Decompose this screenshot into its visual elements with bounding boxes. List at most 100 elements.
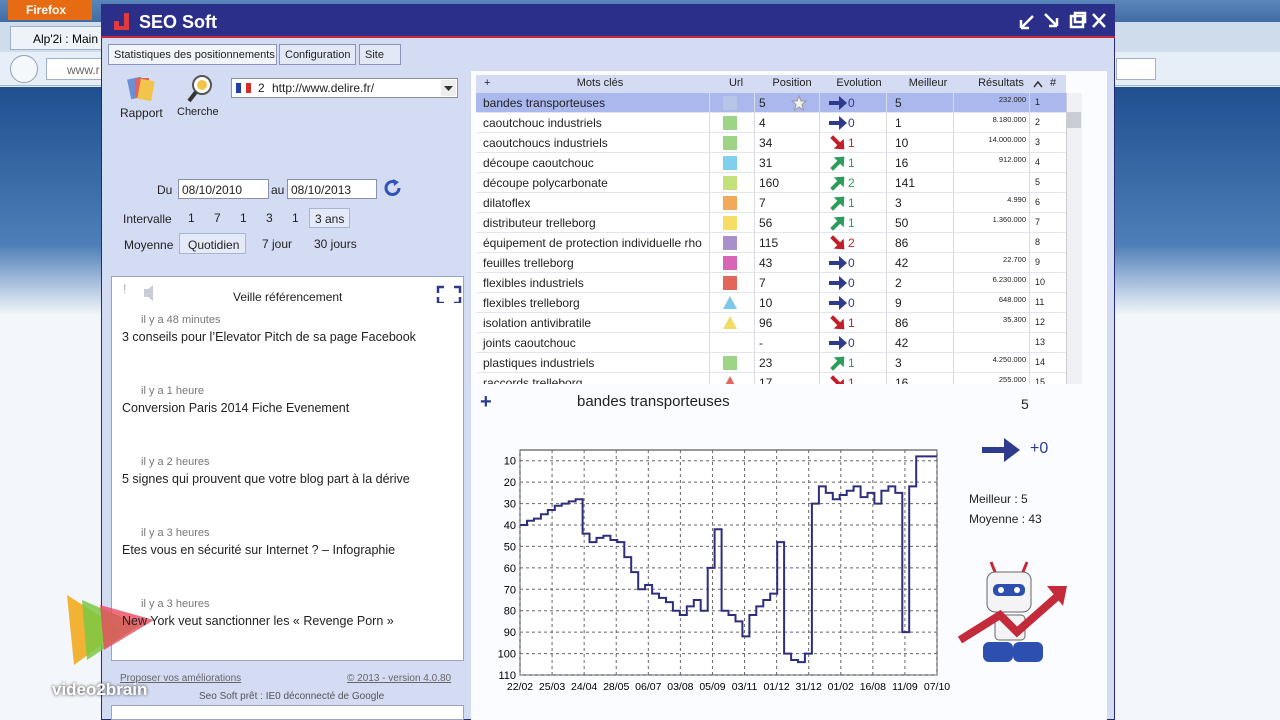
cell-border	[819, 353, 820, 373]
evolution-cell: 1	[848, 196, 855, 210]
search-box[interactable]	[1116, 58, 1156, 80]
column-header[interactable]: Meilleur	[908, 77, 948, 89]
table-row[interactable]: découpe polycarbonate 160 2 141 5	[476, 173, 1066, 193]
x-tick-label: 22/02	[507, 681, 533, 693]
news-panel	[111, 276, 464, 661]
suggest-link[interactable]: Proposer vos améliorations	[120, 673, 242, 684]
interval-option[interactable]: 1	[188, 211, 195, 225]
x-tick-label: 16/08	[860, 681, 886, 693]
cell-border	[886, 293, 887, 313]
rank-cell: 10	[1035, 277, 1046, 287]
scroll-thumb[interactable]	[1067, 112, 1081, 128]
column-header[interactable]: Résultats	[978, 77, 1024, 89]
results-cell: 648.000	[998, 295, 1026, 304]
results-cell: 35.300	[1003, 315, 1026, 324]
best-cell: 3	[895, 196, 902, 210]
news-headline[interactable]: Etes vous en sécurité sur Internet ? – I…	[122, 543, 396, 557]
cell-border	[886, 333, 887, 353]
table-row[interactable]: découpe caoutchouc 31 1 16 912.000 4	[476, 153, 1066, 173]
y-tick-label: 40	[504, 520, 516, 532]
column-header[interactable]: Url	[728, 77, 744, 89]
rapport-icon[interactable]	[126, 74, 156, 104]
trend-arrow	[829, 256, 847, 270]
cell-border	[886, 273, 887, 293]
cell-border	[754, 213, 755, 233]
cell-border	[819, 293, 820, 313]
browser-tab[interactable]: Alp'2i : Main	[10, 26, 102, 50]
x-tick-label: 11/09	[892, 681, 918, 693]
y-tick-label: 50	[504, 541, 516, 553]
results-cell: 232.000	[998, 95, 1026, 104]
address-bar[interactable]: www.r	[46, 58, 106, 80]
dropdown-arrow[interactable]	[441, 80, 456, 96]
table-row[interactable]: caoutchoucs industriels 34 1 10 14.000.000 3	[476, 133, 1066, 153]
table-row[interactable]: distributeur trelleborg 56 1 50 1.360.000 7	[476, 213, 1066, 233]
news-time: il y a 2 heures	[141, 456, 210, 468]
rank-cell: 13	[1035, 337, 1046, 347]
x-tick-label: 06/07	[635, 681, 661, 693]
average-option[interactable]: 7 jour	[262, 237, 293, 251]
y-tick-label: 90	[504, 627, 516, 639]
trend-arrow	[830, 356, 845, 371]
table-row[interactable]: joints caoutchouc - 0 42 13	[476, 333, 1066, 353]
rapport-label[interactable]: Rapport	[120, 106, 163, 120]
results-cell: 255.000	[998, 375, 1026, 384]
column-header[interactable]: #	[1050, 77, 1057, 89]
table-row[interactable]: feuilles trelleborg 43 0 42 22.700 9	[476, 253, 1066, 273]
average-option[interactable]: 30 jours	[314, 237, 357, 251]
news-headline[interactable]: 3 conseils pour l’Elevator Pitch de sa p…	[122, 330, 416, 344]
cherche-icon[interactable]	[186, 74, 216, 104]
column-header[interactable]: Evolution	[836, 77, 882, 89]
detail-add[interactable]: +	[480, 391, 492, 413]
url-marker	[723, 176, 737, 190]
table-scrollbar[interactable]	[1066, 93, 1082, 384]
table-row[interactable]: flexibles trelleborg 10 0 9 648.000 11	[476, 293, 1066, 313]
cell-border	[886, 193, 887, 213]
cell-border	[953, 353, 954, 373]
cell-border	[819, 253, 820, 273]
news-headline[interactable]: New York veut sanctionner les « Revenge …	[122, 614, 394, 628]
table-row[interactable]: bandes transporteuses 5 0 5 232.000 1	[476, 93, 1066, 113]
cell-border	[709, 253, 710, 273]
firefox-button[interactable]: Firefox	[8, 0, 92, 20]
news-title: Veille référencement	[233, 290, 343, 304]
table-row[interactable]: dilatoflex 7 1 3 4.990 6	[476, 193, 1066, 213]
interval-option[interactable]: 3 ans	[309, 208, 351, 228]
back-button[interactable]	[10, 55, 38, 83]
app-tab[interactable]: Site	[359, 44, 401, 65]
from-date[interactable]: 08/10/2010	[178, 179, 269, 199]
table-row[interactable]: flexibles industriels 7 0 2 6.230.000 10	[476, 273, 1066, 293]
table-row[interactable]: raccords trelleborg 17 1 16 255.000 15	[476, 373, 1066, 384]
news-headline[interactable]: Conversion Paris 2014 Fiche Evenement	[122, 401, 350, 415]
column-header[interactable]: Position	[772, 77, 812, 89]
table-row[interactable]: équipement de protection individuelle rh…	[476, 233, 1066, 253]
news-time: il y a 3 heures	[141, 598, 210, 610]
average-option[interactable]: Quotidien	[179, 233, 247, 254]
keyword-cell: bandes transporteuses	[483, 96, 606, 110]
table-row[interactable]: plastiques industriels 23 1 3 4.250.000 14	[476, 353, 1066, 373]
news-icons[interactable]: !	[120, 283, 465, 303]
column-header[interactable]: Mots clés	[576, 77, 624, 89]
table-row[interactable]: caoutchouc industriels 4 0 1 8.180.000 2	[476, 113, 1066, 133]
version-link[interactable]: © 2013 - version 4.0.80	[347, 673, 452, 684]
news-headline[interactable]: 5 signes qui prouvent que votre blog par…	[122, 472, 410, 486]
app-tab[interactable]: Configuration	[279, 44, 356, 65]
url-marker	[723, 316, 737, 329]
site-dropdown[interactable]	[231, 78, 458, 98]
to-date[interactable]: 08/10/2013	[287, 179, 377, 199]
position-cell: 34	[759, 136, 773, 150]
evolution-cell: 0	[848, 336, 855, 350]
evolution-cell: 1	[848, 316, 855, 330]
interval-option[interactable]: 7	[214, 211, 221, 225]
cherche-label[interactable]: Cherche	[177, 106, 219, 118]
refresh-icon[interactable]	[383, 178, 403, 198]
interval-option[interactable]: 1	[292, 211, 299, 225]
interval-option[interactable]: 1	[240, 211, 247, 225]
app-tab[interactable]: Statistiques des positionnements	[108, 44, 277, 65]
sort-indicator[interactable]	[1033, 80, 1043, 88]
cell-border	[819, 233, 820, 253]
window-buttons[interactable]	[1015, 10, 1111, 32]
table-row[interactable]: isolation antivibratile 96 1 86 35.300 12	[476, 313, 1066, 333]
interval-option[interactable]: 3	[266, 211, 273, 225]
column-header[interactable]: +	[484, 77, 491, 89]
